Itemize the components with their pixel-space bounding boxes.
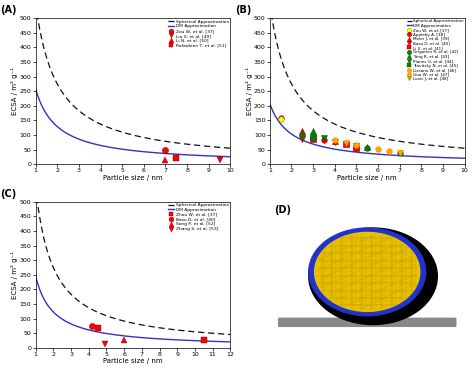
FancyBboxPatch shape (279, 318, 456, 326)
Legend: Spherical Approximation, DM Approximation, Zou W, et al. [37], Appleby A. [38], : Spherical Approximation, DM Approximatio… (406, 19, 464, 81)
Y-axis label: ECSA / m² g⁻¹: ECSA / m² g⁻¹ (246, 67, 253, 115)
X-axis label: Particle size / nm: Particle size / nm (103, 175, 163, 181)
Text: (B): (B) (235, 5, 251, 15)
Legend: Spherical Approximation, DM Approximation, Zhou W, et al. [37], Basu D, et al. [: Spherical Approximation, DM Approximatio… (168, 203, 229, 232)
X-axis label: Particle size / nm: Particle size / nm (337, 175, 397, 181)
Text: (A): (A) (0, 5, 17, 15)
Text: (C): (C) (0, 189, 17, 199)
X-axis label: Particle size / nm: Particle size / nm (103, 359, 163, 364)
Y-axis label: ECSA / m² g⁻¹: ECSA / m² g⁻¹ (11, 67, 18, 115)
Legend: Spherical Approximation, DM Approximation, Zou W, et al. [37], Liu X, et al. [49: Spherical Approximation, DM Approximatio… (168, 19, 229, 48)
Circle shape (315, 232, 420, 312)
Y-axis label: ECSA / m² g⁻¹: ECSA / m² g⁻¹ (11, 251, 18, 299)
Circle shape (309, 228, 438, 324)
Text: (D): (D) (273, 205, 291, 215)
Circle shape (309, 228, 426, 316)
